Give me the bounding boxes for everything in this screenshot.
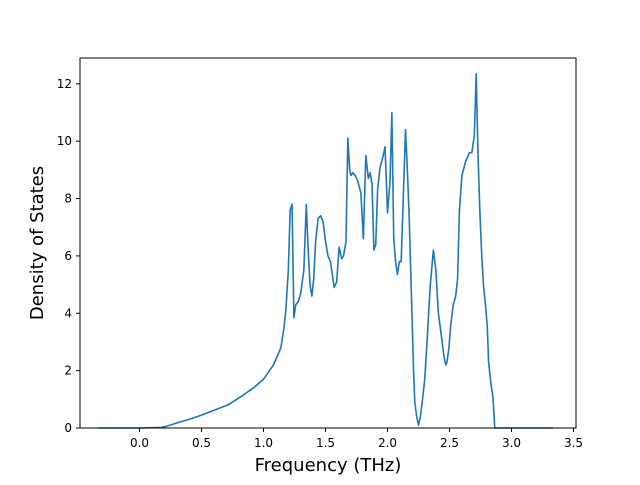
x-tick-label: 0.5: [192, 436, 211, 450]
plot-background: [80, 58, 576, 428]
y-axis-ticks: 0 2 4 6 8 10 12: [57, 77, 80, 435]
y-tick-label: 8: [64, 192, 72, 206]
y-tick-label: 12: [57, 77, 72, 91]
x-tick-label: 1.0: [254, 436, 273, 450]
y-tick-label: 10: [57, 134, 72, 148]
y-tick-label: 4: [64, 306, 72, 320]
plot-frame: [79, 57, 577, 429]
x-tick-label: 2.0: [378, 436, 397, 450]
x-tick-label: 2.5: [440, 436, 459, 450]
x-tick-label: 1.5: [316, 436, 335, 450]
y-tick-label: 2: [64, 364, 72, 378]
x-tick-label: 3.5: [564, 436, 583, 450]
series-layer: [97, 72, 554, 429]
y-tick-label: 0: [64, 421, 72, 435]
y-axis-label: Density of States: [27, 166, 48, 320]
x-tick-label: 3.0: [502, 436, 521, 450]
x-axis-label: Frequency (THz): [255, 455, 402, 476]
dos-series-line: [97, 72, 554, 429]
x-tick-label: 0.0: [130, 436, 149, 450]
x-axis-ticks: 0.0 0.5 1.0 1.5 2.0 2.5 3.0 3.5: [130, 428, 583, 450]
y-tick-label: 6: [64, 249, 72, 263]
